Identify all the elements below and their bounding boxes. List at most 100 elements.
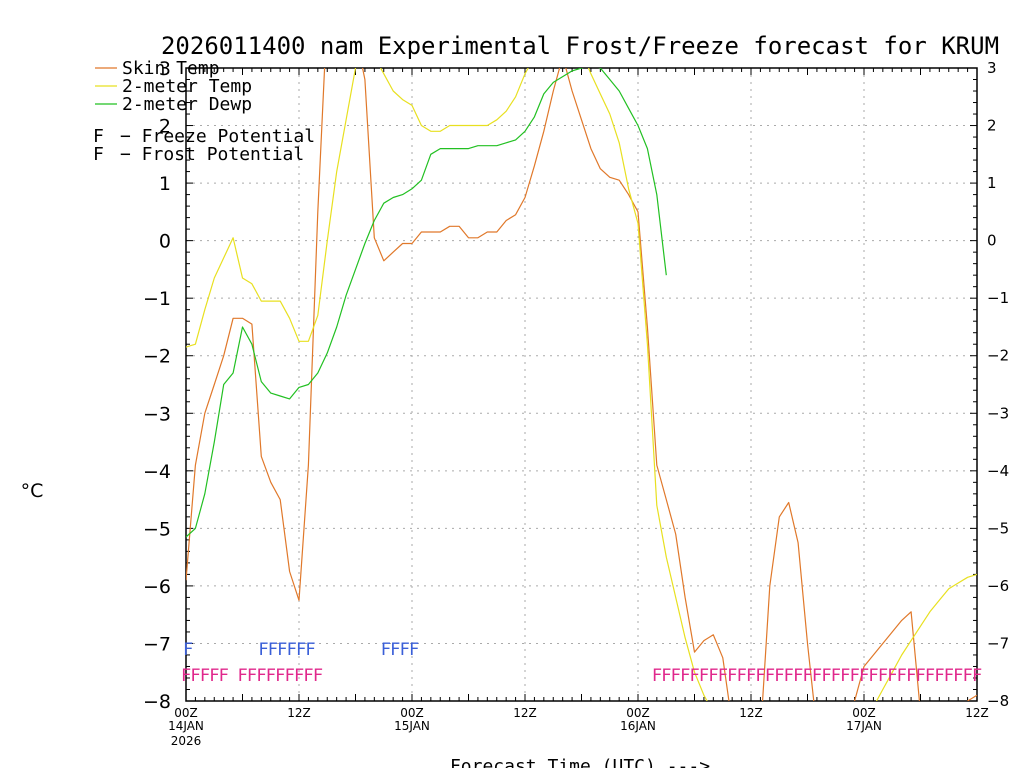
y-tick-label-left: −6 [143, 576, 171, 598]
y-tick-label-right: 0 [987, 232, 997, 250]
grid [186, 68, 977, 701]
potential-flags: F F F F F F F F F F FF F F F F F F F F F F F F F F F F F F F F F F F F F F F F… [181, 640, 982, 686]
x-tick-label: 00Z [174, 706, 198, 720]
freeze-flag: F [690, 666, 700, 686]
freeze-flag: F [755, 666, 765, 686]
frost-flag: F [305, 640, 315, 660]
frost-flag: F [381, 640, 391, 660]
frost-flag: F [183, 640, 193, 660]
freeze-flag: F [275, 666, 285, 686]
x-tick-label: 12Z [287, 706, 311, 720]
legend-flag-entry: − Freeze Potential [120, 126, 315, 147]
frost-flag: F [400, 640, 410, 660]
y-tick-label-left: −2 [143, 346, 171, 368]
freeze-flag: F [868, 666, 878, 686]
freeze-flag: F [774, 666, 784, 686]
freeze-flag: F [718, 666, 728, 686]
x-tick-label: 00Z [400, 706, 424, 720]
freeze-flag: F [200, 666, 210, 686]
frost-flag: F [258, 640, 268, 660]
freeze-flag: F [963, 666, 973, 686]
y-tick-label-left: 1 [159, 173, 171, 195]
y-tick-labels: −8 −8 −7 −7 −6 −6 −5 −5 −4 −4 −3 −3 −2 −2 −1 −1 0 0 1 1 2 2 3 3 [143, 58, 1009, 713]
legend-entry: Skin Temp [122, 58, 220, 79]
y-tick-label-right: −3 [987, 404, 1009, 422]
frost-flag: F [390, 640, 400, 660]
freeze-flag: F [661, 666, 671, 686]
y-tick-label-left: −5 [143, 518, 171, 540]
y-tick-label-right: −5 [987, 519, 1009, 537]
series-line-2-meter-temp [186, 68, 977, 701]
frost-flag: F [277, 640, 287, 660]
freeze-flag: F [859, 666, 869, 686]
series-line-skin-temp [186, 68, 977, 701]
freeze-flag: F [972, 666, 982, 686]
freeze-flag: F [708, 666, 718, 686]
x-tick-label: 00Z [626, 706, 650, 720]
y-tick-label-right: 1 [987, 174, 997, 192]
freeze-flag: F [944, 666, 954, 686]
freeze-flag: F [812, 666, 822, 686]
freeze-flag: F [238, 666, 248, 686]
freeze-flag: F [190, 666, 200, 686]
freeze-flag: F [887, 666, 897, 686]
x-tick-date: 14JAN [168, 719, 204, 733]
y-tick-label-right: 2 [987, 117, 997, 135]
freeze-flag: F [831, 666, 841, 686]
legend-entry: 2-meter Dewp [122, 94, 252, 115]
freeze-flag: F [303, 666, 313, 686]
freeze-flag: F [821, 666, 831, 686]
freeze-flag: F [953, 666, 963, 686]
freeze-flag: F [680, 666, 690, 686]
series-lines [186, 68, 977, 701]
y-tick-label-right: −4 [987, 462, 1009, 480]
freeze-flag: F [247, 666, 257, 686]
y-tick-label-left: −8 [143, 691, 171, 713]
y-tick-label-right: 3 [987, 59, 997, 77]
y-tick-label-left: −1 [143, 288, 171, 310]
frost-flag: F [287, 640, 297, 660]
y-axis-label: °C [21, 480, 44, 502]
y-tick-label-left: −3 [143, 403, 171, 425]
y-tick-label-right: −7 [987, 634, 1009, 652]
x-tick-year: 2026 [171, 734, 202, 748]
freeze-flag: F [294, 666, 304, 686]
x-tick-label: 00Z [852, 706, 876, 720]
y-tick-label-right: −8 [987, 692, 1009, 710]
freeze-flag: F [737, 666, 747, 686]
freeze-flag: F [840, 666, 850, 686]
freeze-flag: F [285, 666, 295, 686]
freeze-flag: F [699, 666, 709, 686]
freeze-flag: F [906, 666, 916, 686]
y-tick-label-right: −6 [987, 577, 1009, 595]
legend-flag-symbol: F [93, 126, 104, 147]
legend-flag-symbol: F [93, 144, 104, 165]
freeze-flag: F [793, 666, 803, 686]
freeze-flag: F [181, 666, 191, 686]
freeze-flag: F [784, 666, 794, 686]
freeze-flag: F [727, 666, 737, 686]
x-tick-label: 12Z [965, 706, 989, 720]
freeze-flag: F [313, 666, 323, 686]
chart-title: 2026011400 nam Experimental Frost/Freeze… [161, 32, 999, 60]
y-tick-label-left: 0 [159, 231, 171, 253]
y-tick-label-left: −4 [143, 461, 171, 483]
freeze-flag: F [209, 666, 219, 686]
freeze-flag: F [219, 666, 229, 686]
freeze-flag: F [916, 666, 926, 686]
freeze-flag: F [934, 666, 944, 686]
y-tick-label-left: 3 [159, 58, 171, 80]
y-tick-label-right: −2 [987, 347, 1009, 365]
freeze-flag: F [256, 666, 266, 686]
x-tick-date: 15JAN [394, 719, 430, 733]
y-tick-label-left: 2 [159, 116, 171, 138]
frost-flag: F [268, 640, 278, 660]
freeze-flag: F [878, 666, 888, 686]
frost-flag: F [296, 640, 306, 660]
freeze-flag: F [925, 666, 935, 686]
freeze-flag: F [652, 666, 662, 686]
x-tick-date: 16JAN [620, 719, 656, 733]
